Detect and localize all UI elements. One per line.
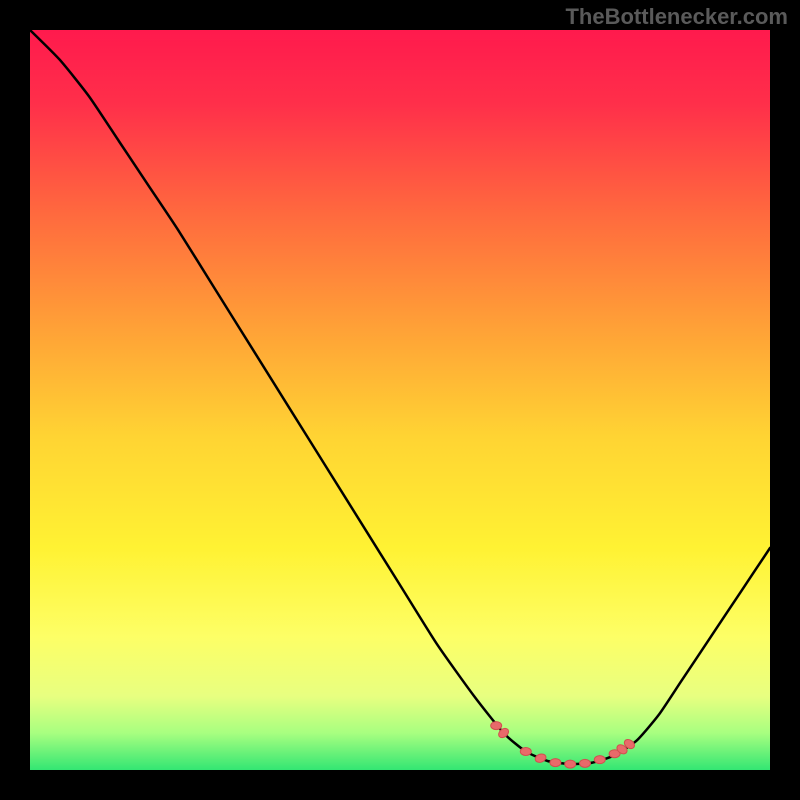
curve-marker: [565, 760, 576, 768]
watermark-text: TheBottlenecker.com: [565, 4, 788, 30]
curve-marker: [491, 722, 502, 730]
frame-edge: [0, 0, 30, 800]
curve-marker: [520, 748, 531, 756]
curve-marker: [580, 759, 591, 767]
bottleneck-chart: [0, 0, 800, 800]
frame-edge: [0, 770, 800, 800]
curve-marker: [550, 759, 561, 767]
chart-background: [30, 30, 770, 770]
chart-container: TheBottlenecker.com: [0, 0, 800, 800]
curve-marker: [594, 756, 605, 764]
frame-edge: [770, 0, 800, 800]
